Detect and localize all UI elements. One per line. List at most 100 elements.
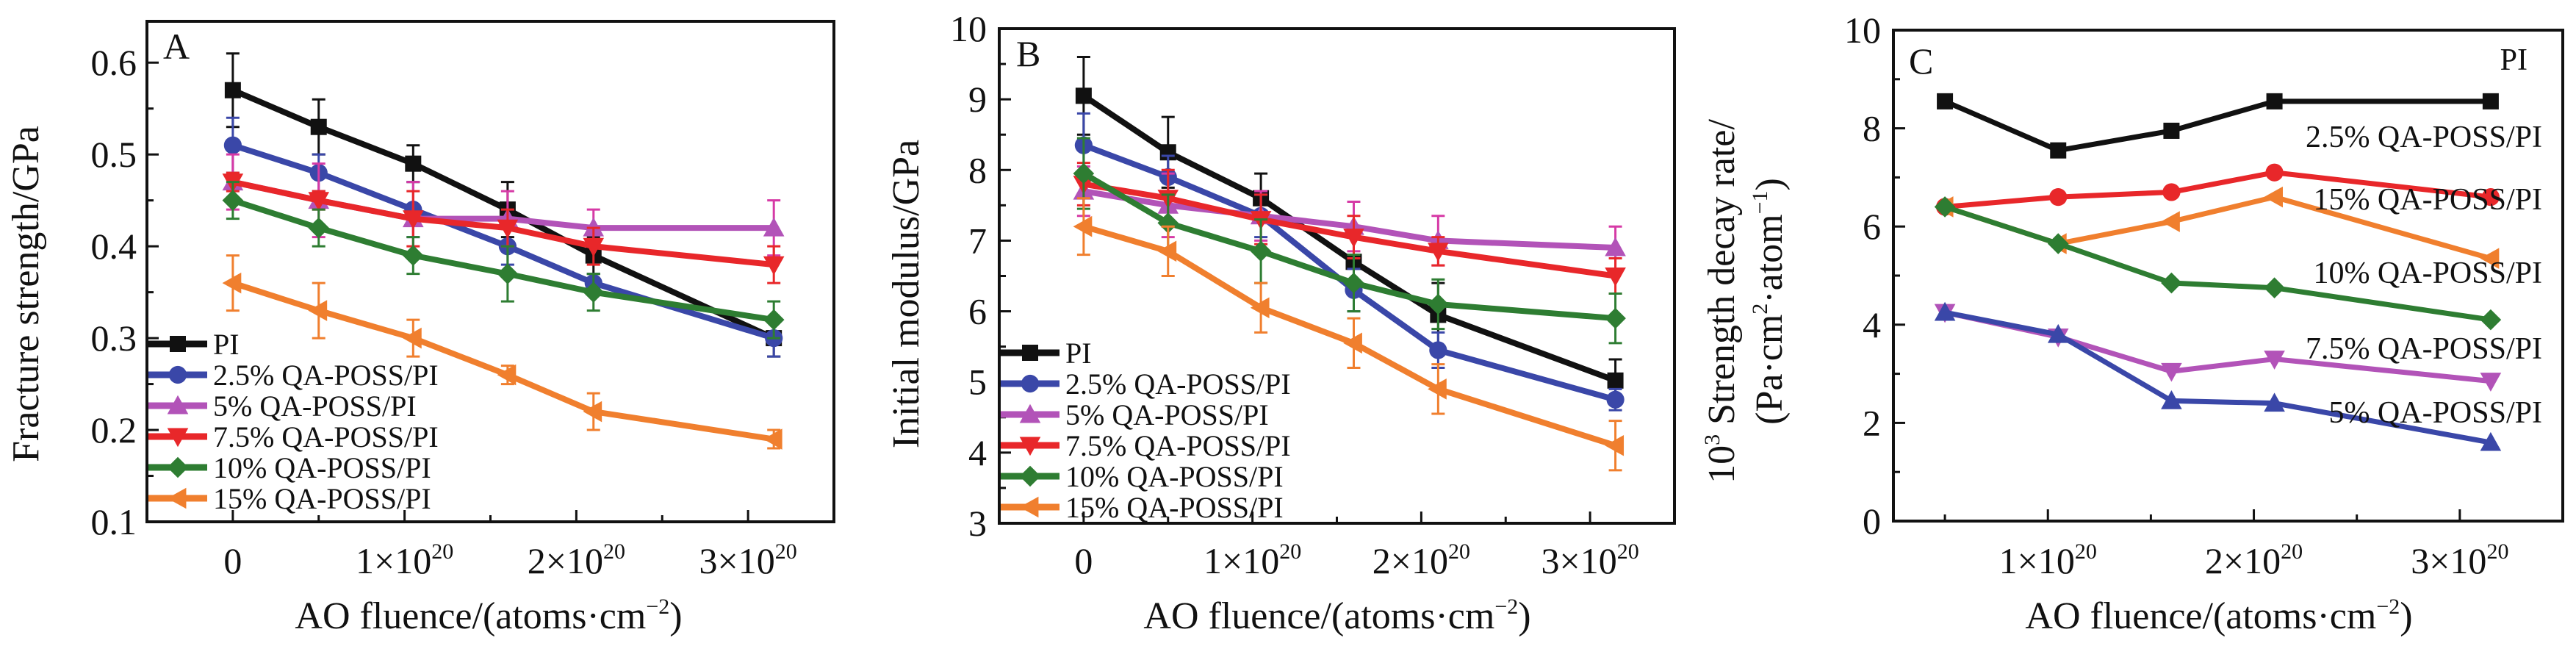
data-point bbox=[763, 309, 785, 331]
legend-marker bbox=[1019, 403, 1041, 423]
legend-marker bbox=[170, 336, 186, 352]
x-tick-label: 0 bbox=[223, 540, 242, 581]
data-point bbox=[2265, 163, 2284, 182]
series-15-qa-poss-pi bbox=[1073, 197, 1625, 472]
data-point bbox=[2161, 362, 2182, 382]
data-point bbox=[403, 245, 424, 266]
panel-c-letter: C bbox=[1909, 40, 1933, 82]
legend-label: 2.5% QA-POSS/PI bbox=[213, 359, 439, 392]
panel-c-xlabel: AO fluence/(atoms·cm−2) bbox=[2025, 595, 2412, 637]
legend-item: 2.5% QA-POSS/PI bbox=[1001, 367, 1291, 401]
series-annotation: 2.5% QA-POSS/PI bbox=[2306, 121, 2542, 154]
data-point bbox=[1343, 332, 1362, 354]
legend-label: 10% QA-POSS/PI bbox=[1065, 460, 1284, 493]
legend-label: 15% QA-POSS/PI bbox=[213, 482, 431, 515]
data-point bbox=[1250, 297, 1270, 319]
data-point bbox=[1343, 272, 1364, 294]
legend-item: 5% QA-POSS/PI bbox=[1001, 398, 1269, 431]
series-line bbox=[231, 142, 775, 341]
series-pi bbox=[1937, 93, 2499, 159]
data-point bbox=[222, 190, 244, 211]
legend-marker bbox=[1022, 345, 1038, 361]
legend-label: 2.5% QA-POSS/PI bbox=[1065, 367, 1291, 401]
panel-a: 0.1 0.2 0.3 0.4 0.5 0.6 0 1×1020 2×1020 3×1020 PI2… bbox=[91, 20, 835, 581]
legend-label: 10% QA-POSS/PI bbox=[213, 451, 431, 484]
data-point bbox=[308, 300, 328, 321]
legend-marker bbox=[1021, 374, 1040, 393]
data-point bbox=[1428, 293, 1449, 315]
legend-label: 15% QA-POSS/PI bbox=[1065, 491, 1284, 524]
data-point bbox=[1605, 434, 1625, 456]
legend-item: 15% QA-POSS/PI bbox=[1001, 491, 1284, 524]
legend-label: 7.5% QA-POSS/PI bbox=[1065, 429, 1291, 462]
y-tick-label: 8 bbox=[1863, 108, 1881, 149]
legend-marker bbox=[1019, 437, 1041, 456]
data-point bbox=[224, 82, 241, 98]
data-point bbox=[1605, 307, 1626, 329]
series-annotation: 15% QA-POSS/PI bbox=[2313, 183, 2542, 217]
legend-label: 7.5% QA-POSS/PI bbox=[213, 420, 439, 453]
data-point bbox=[1607, 372, 1624, 389]
legend-label: 5% QA-POSS/PI bbox=[1065, 398, 1269, 431]
data-point bbox=[2161, 390, 2182, 409]
data-point bbox=[2264, 392, 2285, 412]
data-point bbox=[1937, 93, 1954, 110]
legend-marker bbox=[1019, 496, 1039, 518]
series-annotation: 7.5% QA-POSS/PI bbox=[2306, 332, 2542, 366]
data-point bbox=[405, 155, 422, 172]
legend-item: 7.5% QA-POSS/PI bbox=[1001, 429, 1291, 462]
series-line bbox=[1082, 223, 1616, 449]
data-point bbox=[497, 263, 519, 284]
x-tick-label: 3×1020 bbox=[699, 539, 797, 581]
series-annotation: 5% QA-POSS/PI bbox=[2328, 396, 2542, 430]
y-tick-label: 8 bbox=[968, 149, 987, 190]
series-line bbox=[231, 87, 775, 341]
legend-marker bbox=[1019, 465, 1041, 487]
x-tick-label: 1×1020 bbox=[1999, 539, 2097, 581]
data-point bbox=[1250, 240, 1272, 262]
x-tick-label: 2×1020 bbox=[1372, 539, 1470, 581]
panel-b: 3 4 5 6 7 8 9 10 0 1×1020 2×1020 3×1020 PI2.5% QA-PO… bbox=[950, 8, 1676, 581]
series-annotation: 10% QA-POSS/PI bbox=[2313, 256, 2542, 290]
data-point bbox=[2481, 188, 2500, 207]
x-tick-label: 2×1020 bbox=[2205, 539, 2303, 581]
y-tick-label: 0 bbox=[1863, 500, 1881, 542]
x-tick-label: 1×1020 bbox=[356, 539, 453, 581]
series-15-qa-poss-pi bbox=[222, 254, 782, 450]
legend-label: 5% QA-POSS/PI bbox=[213, 390, 417, 423]
data-point bbox=[763, 428, 782, 450]
data-point bbox=[1157, 212, 1179, 234]
legend-marker bbox=[167, 428, 189, 448]
panel-c-ylabel-line2: (Pa·cm2·atom−1) bbox=[1748, 178, 1791, 425]
panel-a-xlabel: AO fluence/(atoms·cm−2) bbox=[295, 595, 682, 637]
panel-c: 0 2 4 6 8 10 1×1020 2×1020 3×1020 PI 2.5% QA-POSS/… bbox=[1844, 10, 2564, 581]
series-line bbox=[1082, 171, 1616, 322]
data-point bbox=[1428, 378, 1447, 400]
legend-marker bbox=[168, 365, 187, 384]
data-point bbox=[2161, 211, 2180, 232]
data-point bbox=[403, 327, 422, 349]
data-point bbox=[2264, 186, 2284, 208]
data-point bbox=[583, 281, 605, 303]
series-line bbox=[231, 197, 774, 323]
y-tick-label: 3 bbox=[968, 503, 987, 544]
data-point bbox=[310, 118, 327, 135]
data-point bbox=[2480, 431, 2502, 451]
data-point bbox=[2050, 142, 2067, 159]
panel-a-ylabel: Fracture strength/GPa bbox=[5, 126, 47, 462]
y-tick-label: 9 bbox=[968, 79, 987, 120]
data-point bbox=[1429, 341, 1447, 359]
data-point bbox=[2162, 183, 2181, 201]
data-point bbox=[2266, 93, 2283, 110]
legend-marker bbox=[167, 456, 189, 478]
x-tick-label: 3×1020 bbox=[2411, 539, 2508, 581]
y-tick-label: 0.5 bbox=[91, 134, 137, 175]
legend-marker bbox=[167, 395, 189, 414]
x-tick-label: 3×1020 bbox=[1541, 539, 1639, 581]
y-tick-label: 0.2 bbox=[91, 409, 137, 451]
legend-marker bbox=[167, 487, 187, 509]
panel-b-letter: B bbox=[1016, 33, 1040, 74]
data-point bbox=[2047, 323, 2069, 343]
y-tick-label: 4 bbox=[1863, 304, 1881, 345]
series-7-5-qa-poss-pi bbox=[222, 171, 785, 284]
